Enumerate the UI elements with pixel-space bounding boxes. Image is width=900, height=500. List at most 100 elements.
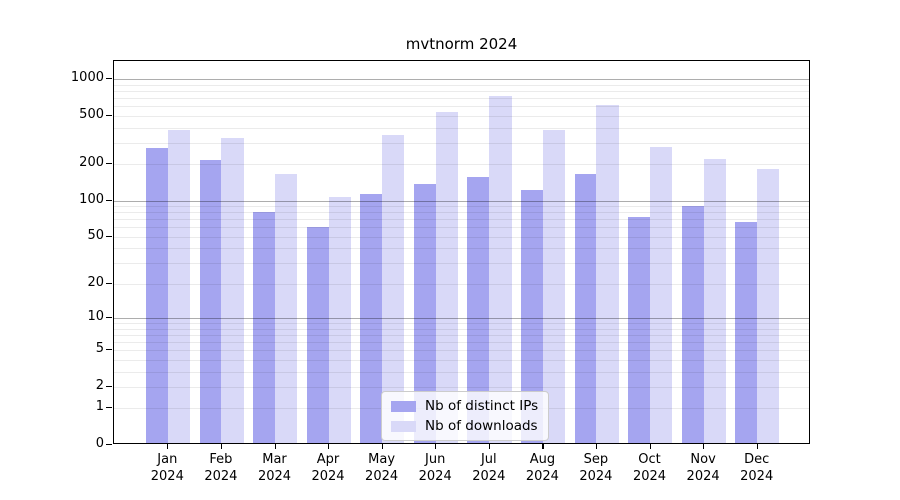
y-tick-mark	[106, 385, 112, 387]
legend-label-downloads: Nb of downloads	[425, 418, 538, 434]
legend-item-distinct-ips: Nb of distinct IPs	[391, 398, 538, 414]
x-tick-year: 2024	[365, 469, 399, 484]
bar-downloads	[650, 147, 673, 443]
x-tick-month: Jun	[425, 452, 446, 467]
x-tick-year: 2024	[204, 469, 238, 484]
bar-distinct-ips	[735, 221, 758, 443]
gridline-minor	[114, 106, 809, 107]
x-tick-mark	[381, 444, 383, 449]
x-tick-year: 2024	[686, 469, 720, 484]
y-tick-label: 10	[87, 309, 104, 324]
y-tick-label: 200	[79, 155, 104, 171]
x-tick-label: Dec 2024	[730, 451, 784, 485]
gridline-minor	[114, 212, 809, 214]
y-tick-mark	[106, 317, 112, 319]
x-tick-label: Jul 2024	[462, 451, 516, 485]
bar-downloads	[221, 138, 244, 443]
gridline-minor	[114, 164, 809, 166]
y-tick-label: 100	[79, 191, 104, 207]
gridline-minor	[114, 248, 809, 250]
x-tick-label: Jun 2024	[408, 451, 462, 485]
x-tick-month: Jul	[480, 452, 497, 467]
x-tick-year: 2024	[472, 469, 506, 484]
x-tick-month: Mar	[262, 452, 287, 467]
y-tick-mark	[106, 78, 112, 80]
bar-downloads	[703, 159, 726, 443]
y-tick-mark	[106, 407, 112, 409]
gridline-minor	[114, 127, 809, 129]
x-tick-year: 2024	[579, 469, 613, 484]
x-tick-year: 2024	[257, 469, 292, 484]
x-tick-label: Jan 2024	[140, 451, 194, 485]
y-tick-label: 1	[95, 399, 104, 415]
x-tick-label: Feb 2024	[194, 451, 248, 485]
x-tick-label: Apr 2024	[301, 451, 355, 485]
x-tick-year: 2024	[632, 469, 667, 484]
gridline-minor	[114, 227, 809, 229]
bar-distinct-ips	[306, 227, 330, 443]
gridline-minor	[114, 341, 809, 343]
legend-item-downloads: Nb of downloads	[391, 418, 538, 434]
gridline-minor	[114, 386, 809, 388]
x-tick-month: Dec	[744, 452, 770, 467]
x-tick-month: Apr	[316, 452, 340, 467]
bar-distinct-ips	[413, 183, 437, 443]
bar-distinct-ips	[521, 190, 544, 443]
y-tick-label: 0	[95, 436, 104, 451]
bar-downloads	[382, 134, 405, 443]
gridline-minor	[114, 236, 809, 238]
x-tick-label: May 2024	[355, 451, 409, 485]
x-tick-month: Feb	[209, 452, 233, 467]
bar-downloads	[328, 196, 351, 443]
bar-downloads	[274, 173, 298, 443]
bar-downloads	[489, 95, 512, 443]
x-tick-mark	[703, 444, 705, 449]
y-tick-mark	[106, 349, 112, 351]
x-tick-label: Nov 2024	[676, 451, 730, 485]
x-tick-mark	[756, 444, 758, 449]
gridline-minor	[114, 97, 809, 99]
x-tick-label: Aug 2024	[515, 451, 569, 485]
x-tick-month: Aug	[529, 452, 556, 467]
x-tick-label: Mar 2024	[248, 451, 302, 485]
gridline-major	[114, 200, 809, 202]
x-tick-year: 2024	[740, 469, 774, 484]
x-tick-month: Sep	[583, 452, 609, 467]
x-tick-mark	[435, 444, 437, 449]
x-tick-year: 2024	[418, 469, 452, 484]
y-tick-label: 5	[95, 341, 104, 357]
x-tick-mark	[488, 444, 490, 449]
y-tick-mark	[106, 163, 112, 165]
gridline-minor	[114, 219, 809, 221]
y-tick-mark	[106, 199, 112, 201]
gridline-minor	[114, 350, 809, 352]
y-tick-label: 20	[87, 274, 104, 290]
x-tick-mark	[328, 444, 330, 449]
y-tick-label: 1000	[70, 70, 104, 85]
gridline-minor	[114, 115, 809, 117]
y-tick-mark	[106, 282, 112, 284]
x-tick-label: Oct 2024	[623, 451, 677, 485]
y-tick-mark	[106, 235, 112, 237]
bar-distinct-ips	[253, 211, 276, 443]
x-tick-mark	[274, 444, 276, 449]
gridline-minor	[114, 323, 809, 324]
bar-downloads	[757, 169, 780, 443]
y-tick-label: 500	[79, 106, 104, 122]
plot-area	[113, 60, 810, 444]
x-tick-year: 2024	[311, 469, 345, 484]
gridline-minor	[114, 359, 809, 361]
bar-distinct-ips	[628, 217, 651, 443]
x-tick-mark	[649, 444, 651, 449]
x-tick-month: Jan	[157, 452, 178, 467]
bar-distinct-ips	[681, 206, 705, 443]
gridline-minor	[114, 328, 809, 330]
legend-label-distinct-ips: Nb of distinct IPs	[425, 398, 539, 414]
y-tick-label: 50	[87, 227, 104, 243]
x-tick-mark	[167, 444, 169, 449]
x-tick-mark	[220, 444, 223, 449]
x-tick-year: 2024	[525, 469, 559, 484]
y-tick-mark	[106, 114, 112, 116]
x-tick-month: Nov	[690, 452, 716, 467]
